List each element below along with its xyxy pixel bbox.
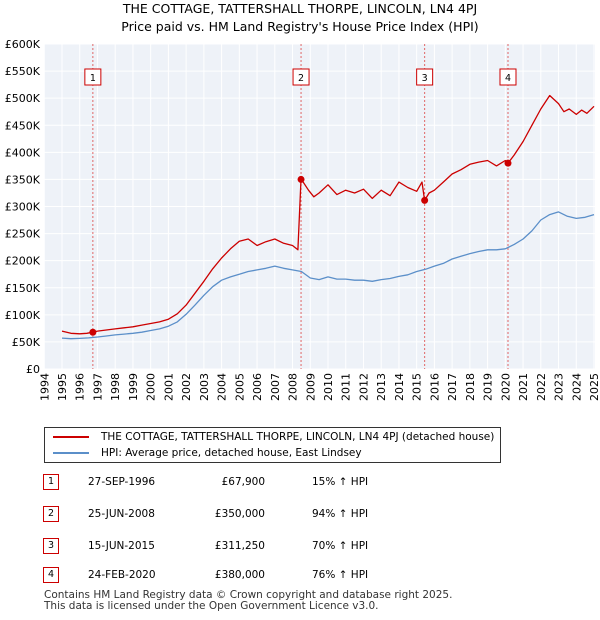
legend-label-hpi: HPI: Average price, detached house, East… (101, 447, 362, 459)
grid-layer (43, 43, 595, 370)
sale-markers-layer: 1 2 3 4 (84, 44, 517, 369)
y-tick-label: £0 (26, 363, 40, 376)
x-tick-label: 2002 (180, 373, 193, 401)
legend-swatch-hpi (53, 452, 89, 454)
series-layer (61, 94, 595, 340)
footer-licence: This data is licensed under the Open Gov… (44, 600, 379, 612)
x-tick-label: 2003 (198, 373, 211, 401)
property-price-line (61, 94, 595, 335)
hpi-line (61, 211, 595, 340)
chart-subtitle: Price paid vs. HM Land Registry's House … (121, 19, 479, 34)
x-tick-label: 2005 (233, 373, 246, 401)
legend: THE COTTAGE, TATTERSHALL THORPE, LINCOLN… (44, 427, 501, 463)
sale-hpi-change: 15% ↑ HPI (312, 476, 369, 488)
sale-hpi-change: 94% ↑ HPI (312, 508, 369, 520)
sale-price: £311,250 (214, 540, 265, 552)
sale-marker-box (84, 68, 102, 86)
x-tick-label: 2019 (482, 373, 495, 401)
y-tick-label: £150K (5, 282, 41, 295)
table-row: 1 27-SEP-1996 £67,900 15% ↑ HPI (0, 474, 600, 494)
x-tick-label: 2009 (304, 373, 317, 401)
legend-item-hpi: HPI: Average price, detached house, East… (53, 445, 362, 461)
footer-copyright: Contains HM Land Registry data © Crown c… (44, 589, 453, 601)
x-tick-label: 2000 (145, 373, 158, 401)
sale-point (504, 159, 512, 167)
x-tick-label: 2020 (499, 373, 512, 401)
sale-hpi-change: 76% ↑ HPI (312, 569, 369, 581)
x-tick-label: 2015 (411, 373, 424, 401)
x-tick-label: 2016 (428, 373, 441, 401)
sale-marker-box (292, 68, 310, 86)
y-tick-label: £600K (5, 38, 41, 51)
y-tick-label: £300K (5, 201, 41, 214)
x-tick-label: 2023 (553, 373, 566, 401)
axis-layer: £0 £50K £100K £150K £200K £250K £300K £350K £400… (5, 38, 600, 401)
x-tick-label: 2022 (535, 373, 548, 401)
sale-date: 27-SEP-1996 (88, 476, 156, 488)
x-tick-label: 2014 (393, 373, 406, 401)
sale-marker-label: 2 (298, 73, 304, 84)
chart-title-block: THE COTTAGE, TATTERSHALL THORPE, LINCOLN… (0, 0, 600, 36)
legend-item-property: THE COTTAGE, TATTERSHALL THORPE, LINCOLN… (53, 429, 494, 445)
x-tick-label: 2025 (588, 373, 600, 401)
x-tick-label: 2001 (162, 373, 175, 401)
sale-price: £67,900 (221, 476, 265, 488)
table-row: 2 25-JUN-2008 £350,000 94% ↑ HPI (0, 506, 600, 526)
y-tick-label: £500K (5, 92, 41, 105)
sale-date: 15-JUN-2015 (88, 540, 155, 552)
sale-marker-label: 1 (90, 73, 96, 84)
x-tick-label: 1997 (91, 373, 104, 401)
x-tick-label: 1999 (127, 373, 140, 401)
x-tick-label: 2017 (446, 373, 459, 401)
sale-price: £380,000 (214, 569, 265, 581)
x-tick-label: 1998 (109, 373, 122, 401)
y-tick-label: £450K (5, 119, 41, 132)
sale-number: 4 (43, 567, 59, 583)
y-tick-label: £200K (5, 255, 41, 268)
price-chart: 1 2 3 4 £0 £50K £100K £150K £200K £250K £300K £350… (5, 38, 600, 401)
legend-swatch-property (53, 436, 89, 438)
x-tick-label: 2012 (357, 373, 370, 401)
x-tick-label: 1996 (74, 373, 87, 401)
sale-date: 25-JUN-2008 (88, 508, 155, 520)
y-tick-label: £350K (5, 173, 41, 186)
x-tick-label: 2007 (269, 373, 282, 401)
sale-point (297, 175, 305, 183)
sale-hpi-change: 70% ↑ HPI (312, 540, 369, 552)
y-tick-label: £50K (12, 336, 41, 349)
sale-point (421, 196, 429, 204)
table-row: 3 15-JUN-2015 £311,250 70% ↑ HPI (0, 538, 600, 558)
table-row: 4 24-FEB-2020 £380,000 76% ↑ HPI (0, 567, 600, 587)
sale-marker-box (499, 68, 517, 86)
x-tick-label: 2024 (570, 373, 583, 401)
x-tick-label: 2021 (517, 373, 530, 401)
footer: Contains HM Land Registry data © Crown c… (44, 590, 452, 612)
sale-marker-label: 3 (422, 73, 428, 84)
sale-number: 3 (43, 538, 59, 554)
y-tick-label: £100K (5, 309, 41, 322)
sale-date: 24-FEB-2020 (88, 569, 156, 581)
x-tick-label: 2004 (216, 373, 229, 401)
x-tick-label: 1995 (56, 373, 69, 401)
y-tick-label: £550K (5, 65, 41, 78)
x-tick-label: 2013 (375, 373, 388, 401)
x-tick-label: 1994 (38, 373, 51, 401)
legend-label-property: THE COTTAGE, TATTERSHALL THORPE, LINCOLN… (101, 431, 495, 443)
sale-point (89, 328, 97, 336)
chart-title: THE COTTAGE, TATTERSHALL THORPE, LINCOLN… (122, 1, 478, 16)
sale-number: 1 (43, 474, 59, 490)
y-tick-label: £250K (5, 228, 41, 241)
sale-number: 2 (43, 506, 59, 522)
x-tick-label: 2010 (322, 373, 335, 401)
sale-marker-box (416, 68, 434, 86)
x-tick-label: 2011 (340, 373, 353, 401)
x-tick-label: 2008 (287, 373, 300, 401)
x-tick-label: 2018 (464, 373, 477, 401)
y-tick-label: £400K (5, 146, 41, 159)
sale-price: £350,000 (214, 508, 265, 520)
x-tick-label: 2006 (251, 373, 264, 401)
sale-marker-label: 4 (505, 73, 511, 84)
